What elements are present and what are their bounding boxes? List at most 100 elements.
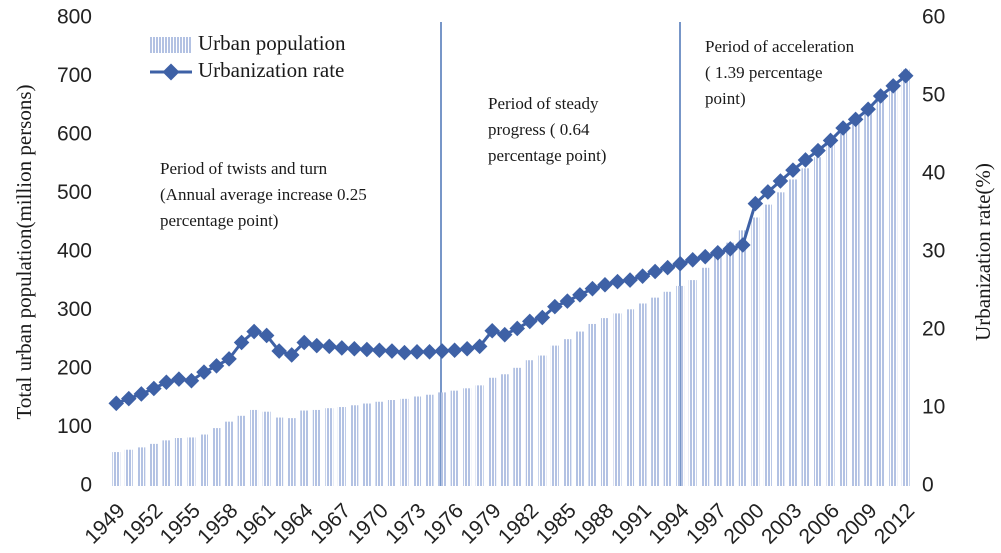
marker (121, 390, 137, 407)
bar (488, 377, 497, 486)
bar (463, 388, 472, 486)
annotation: progress ( 0.64 (488, 120, 590, 139)
bar (763, 204, 772, 487)
annotation: percentage point) (160, 211, 278, 230)
x-tick-label: 1958 (193, 499, 242, 548)
marker (747, 195, 764, 212)
x-tick-label: 2003 (757, 499, 806, 548)
x-tick-label: 2012 (870, 499, 919, 548)
x-tick-label: 1991 (607, 499, 656, 548)
bar (387, 400, 396, 486)
marker (584, 280, 601, 297)
bar (575, 331, 584, 486)
y-tick-label: 200 (57, 357, 92, 380)
bar (362, 403, 371, 486)
bar (901, 69, 910, 486)
y-tick-label: 600 (57, 123, 92, 146)
marker (334, 340, 350, 356)
x-tick-label: 2006 (795, 499, 844, 548)
x-tick-label: 1976 (419, 499, 468, 548)
bar (438, 392, 447, 486)
bar (250, 409, 259, 486)
legend-label: Urban population (198, 31, 346, 55)
annotation: percentage point) (488, 146, 606, 165)
bar (839, 131, 848, 487)
y2-tick-label: 0 (922, 474, 934, 497)
annotation: (Annual average increase 0.25 (160, 185, 367, 204)
y2-tick-label: 10 (922, 396, 945, 419)
bar (199, 434, 208, 486)
bar (112, 452, 121, 486)
bar (475, 385, 484, 486)
bar (149, 443, 158, 486)
marker (421, 344, 438, 360)
y2-axis-title: Urbanization rate(%) (971, 163, 995, 341)
bar (701, 267, 710, 486)
marker (346, 340, 363, 357)
bar (751, 217, 760, 487)
bar (738, 230, 747, 486)
bar (613, 313, 622, 486)
bar (350, 405, 359, 486)
marker (396, 344, 413, 361)
bar (726, 242, 735, 486)
y-tick-label: 100 (57, 415, 92, 438)
bar (187, 437, 196, 486)
x-tick-label: 1985 (532, 499, 581, 548)
bar (688, 280, 697, 486)
y-tick-label: 0 (80, 474, 92, 497)
annotation: Period of steady (488, 94, 599, 113)
marker (359, 341, 375, 358)
bar (300, 410, 309, 486)
bar (876, 94, 885, 487)
y2-tick-label: 20 (922, 318, 945, 341)
bar (600, 318, 609, 486)
bar (864, 108, 873, 487)
y-tick-label: 700 (57, 64, 92, 87)
marker (308, 337, 325, 354)
marker (684, 252, 701, 268)
bar (425, 394, 434, 486)
marker (609, 273, 626, 290)
bar (788, 179, 797, 486)
marker (183, 372, 200, 389)
y2-tick-label: 40 (922, 162, 945, 185)
marker (371, 342, 388, 359)
bar (450, 390, 459, 486)
bar (375, 401, 384, 486)
marker (459, 340, 475, 357)
marker (509, 320, 526, 337)
bar (663, 291, 672, 486)
bar (513, 367, 522, 486)
x-tick-label: 1949 (80, 499, 129, 548)
marker (772, 173, 789, 189)
x-tick-label: 1982 (494, 499, 543, 548)
marker (735, 237, 751, 253)
marker (709, 245, 726, 261)
bar (137, 447, 146, 486)
bar (851, 120, 860, 487)
marker (233, 334, 250, 351)
x-tick-label: 1994 (644, 499, 694, 549)
marker (158, 374, 175, 391)
marker (434, 343, 450, 359)
marker (446, 342, 463, 359)
y-tick-label: 400 (57, 240, 92, 263)
x-tick-label: 1961 (231, 499, 280, 548)
bar (889, 81, 898, 486)
marker (647, 263, 663, 280)
bar (312, 409, 321, 486)
x-tick-label: 1967 (306, 499, 355, 548)
bar (162, 440, 171, 486)
annotation: Period of twists and turn (160, 159, 328, 178)
y2-tick-label: 50 (922, 84, 945, 107)
marker (634, 268, 651, 284)
legend-swatch (150, 37, 192, 53)
bar (713, 255, 722, 486)
annotation: Period of acceleration (705, 37, 855, 56)
marker (208, 358, 225, 374)
x-tick-label: 1970 (344, 499, 393, 548)
bar (826, 144, 835, 486)
marker (572, 287, 588, 303)
